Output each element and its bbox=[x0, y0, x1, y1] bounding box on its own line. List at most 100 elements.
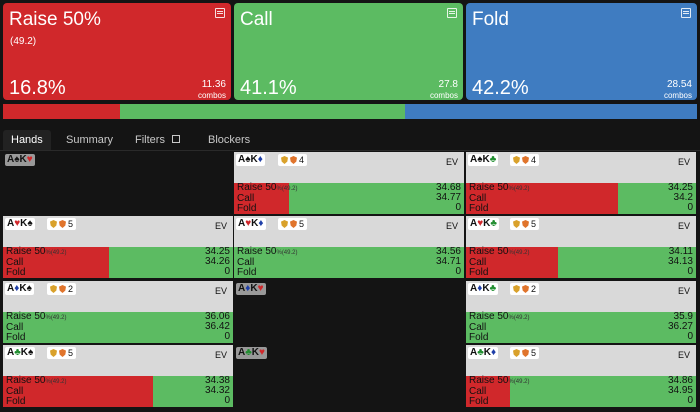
raise-frequency-fill bbox=[466, 376, 510, 407]
hand-label: A♠K♥ bbox=[5, 154, 35, 166]
card-rank: K bbox=[19, 283, 27, 294]
blocker-count: 2 bbox=[68, 284, 74, 294]
fold-combos: 28.54 combos bbox=[664, 79, 692, 100]
card-rank: A bbox=[7, 283, 15, 294]
ev-raise-value: 34.25 bbox=[204, 246, 230, 257]
ev-fold-value: 0 bbox=[224, 395, 230, 406]
blocker-badge: 5 bbox=[59, 347, 77, 359]
card-rank: A bbox=[470, 154, 478, 165]
hand-cell[interactable]: A♦K♣92EVRaise 50%(49.2)CallFold35.936.27… bbox=[466, 281, 696, 343]
copy-icon[interactable] bbox=[681, 8, 691, 18]
raise-summary-card[interactable]: Raise 50% (49.2) 16.8% 11.36 combos bbox=[3, 3, 231, 100]
card-rank: A bbox=[238, 218, 246, 229]
suit-icon: ♦ bbox=[491, 347, 497, 358]
action-labels: Raise 50%(49.2) Call Fold bbox=[237, 247, 298, 278]
action-labels: Raise 50%(49.2) Call Fold bbox=[6, 312, 67, 343]
action-labels: Raise 50%(49.2) Call Fold bbox=[6, 376, 67, 407]
hand-cell-header: A♦K♥ bbox=[234, 281, 464, 312]
hand-cell[interactable]: A♥K♣85EVRaise 50%(49.2)CallFold34.1134.1… bbox=[466, 216, 696, 278]
hand-cell[interactable]: A♦K♥ bbox=[234, 281, 464, 343]
raise-size: (49.2) bbox=[281, 250, 298, 256]
hand-cell[interactable]: A♦K♠92EVRaise 50%(49.2)CallFold36.0636.4… bbox=[3, 281, 233, 343]
ev-values: 34.68 34.77 0 bbox=[436, 183, 461, 213]
shield-icon bbox=[290, 220, 297, 228]
fold-label: Fold bbox=[469, 267, 489, 278]
raise-percent-sign: % bbox=[45, 315, 51, 321]
suit-icon: ♠ bbox=[245, 154, 251, 165]
fold-combos-value: 28.54 bbox=[666, 79, 692, 90]
suit-icon: ♠ bbox=[28, 347, 34, 358]
hand-cell-body: Raise 50%(49.2) Call Fold 34.86 34.95 0 bbox=[466, 376, 696, 407]
ev-call-value: 36.42 bbox=[204, 321, 230, 332]
fold-label: Fold bbox=[469, 332, 489, 343]
action-labels: Raise 50%(49.2) Call Fold bbox=[6, 247, 67, 278]
fold-label: Fold bbox=[237, 203, 257, 214]
raise-label: Raise 50%(49.2) bbox=[6, 247, 67, 258]
hand-cell[interactable]: A♣K♠85EVRaise 50%(49.2)CallFold34.3834.3… bbox=[3, 345, 233, 407]
call-label: Call bbox=[6, 257, 24, 268]
raise-label-text: Raise 50 bbox=[6, 375, 46, 386]
hand-cell[interactable]: A♠K♦84EVRaise 50%(49.2)CallFold34.6834.7… bbox=[234, 152, 464, 214]
hand-cell[interactable]: A♥K♦85EVRaise 50%(49.2)CallFold34.5634.7… bbox=[234, 216, 464, 278]
suit-icon: ♥ bbox=[257, 283, 264, 294]
fold-label: Fold bbox=[6, 332, 26, 343]
card-rank: K bbox=[19, 154, 27, 165]
hand-cell-header: A♣K♥ bbox=[234, 345, 464, 376]
frequency-bar-raise bbox=[3, 104, 120, 119]
ev-raise-value: 34.25 bbox=[667, 182, 693, 193]
suit-icon: ♠ bbox=[477, 154, 483, 165]
ev-call-value: 34.95 bbox=[667, 385, 693, 396]
raise-percent-sign: % bbox=[45, 250, 51, 256]
raise-label: Raise 50%(49.2) bbox=[469, 312, 530, 323]
ev-values: 34.38 34.32 0 bbox=[205, 376, 230, 406]
hand-cell[interactable]: A♣K♥ bbox=[234, 345, 464, 407]
hand-label: A♥K♦ bbox=[236, 218, 266, 230]
hand-label: A♣K♠ bbox=[5, 347, 36, 359]
hand-cell-header: A♥K♠85EV bbox=[3, 216, 233, 247]
ev-header: EV bbox=[677, 157, 690, 167]
shield-icon bbox=[281, 156, 288, 164]
raise-percent-sign: % bbox=[45, 379, 51, 385]
call-label: Call bbox=[6, 322, 24, 333]
ev-call-value: 36.27 bbox=[667, 321, 693, 332]
copy-icon[interactable] bbox=[171, 135, 180, 143]
ev-call-value: 34.77 bbox=[435, 192, 461, 203]
raise-label: Raise 50%(49.2) bbox=[469, 376, 530, 387]
tab-hands[interactable]: Hands bbox=[3, 130, 51, 150]
ev-fold-value: 0 bbox=[687, 331, 693, 342]
raise-label-text: Raise 50 bbox=[6, 246, 46, 257]
blocker-badge: 5 bbox=[522, 347, 540, 359]
ev-header: EV bbox=[677, 286, 690, 296]
fold-label: Fold bbox=[237, 267, 257, 278]
hand-cell[interactable]: A♠K♥ bbox=[3, 152, 233, 214]
raise-label: Raise 50%(49.2) bbox=[237, 183, 298, 194]
ev-header: EV bbox=[445, 157, 458, 167]
call-combos-value: 27.8 bbox=[438, 79, 458, 90]
blocker-badge: 4 bbox=[522, 154, 540, 166]
tab-filters[interactable]: Filters bbox=[135, 130, 180, 150]
hand-label: A♠K♣ bbox=[468, 154, 499, 166]
fold-summary-card[interactable]: Fold 42.2% 28.54 combos bbox=[466, 3, 697, 100]
hand-cell-body: Raise 50%(49.2) Call Fold 36.06 36.42 0 bbox=[3, 312, 233, 343]
suit-icon: ♣ bbox=[490, 218, 497, 229]
shield-icon bbox=[513, 156, 520, 164]
copy-icon[interactable] bbox=[215, 8, 225, 18]
card-rank: A bbox=[7, 154, 15, 165]
tab-blockers[interactable]: Blockers bbox=[208, 134, 251, 146]
ev-raise-value: 34.56 bbox=[435, 246, 461, 257]
card-rank: K bbox=[251, 347, 260, 358]
call-label: Call bbox=[469, 193, 487, 204]
tab-summary[interactable]: Summary bbox=[66, 134, 114, 146]
raise-size: (49.2) bbox=[50, 315, 67, 321]
fold-label: Fold bbox=[469, 203, 489, 214]
ev-raise-value: 34.86 bbox=[667, 375, 693, 386]
hand-cell[interactable]: A♠K♣84EVRaise 50%(49.2)CallFold34.2534.2… bbox=[466, 152, 696, 214]
call-summary-card[interactable]: Call 41.1% 27.8 combos bbox=[234, 3, 463, 100]
hand-cell[interactable]: A♣K♦85EVRaise 50%(49.2)CallFold34.8634.9… bbox=[466, 345, 696, 407]
hand-cell[interactable]: A♥K♠85EVRaise 50%(49.2)CallFold34.2534.2… bbox=[3, 216, 233, 278]
blocker-badge: 5 bbox=[59, 218, 77, 230]
ev-call-value: 34.2 bbox=[673, 192, 693, 203]
raise-size: (49.2) bbox=[10, 36, 37, 47]
copy-icon[interactable] bbox=[447, 8, 457, 18]
raise-label: Raise 50%(49.2) bbox=[469, 183, 530, 194]
